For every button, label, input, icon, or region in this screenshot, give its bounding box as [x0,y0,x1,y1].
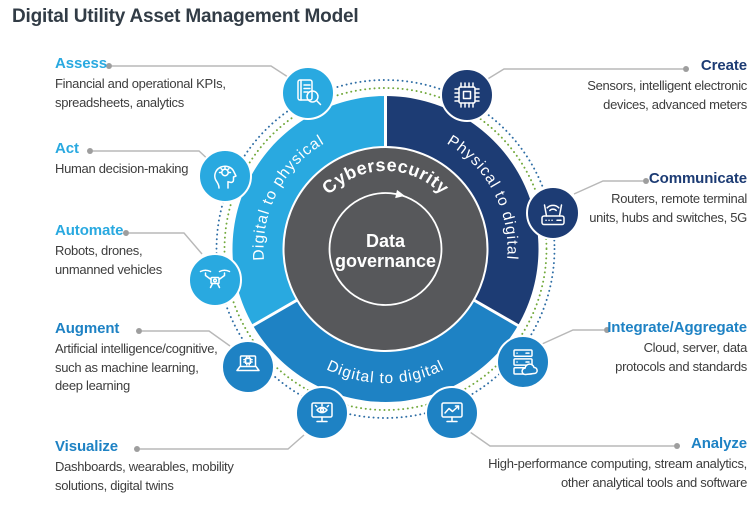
node-heading-augment: Augment [55,320,120,337]
connector-dot-visualize [134,446,140,452]
segment-dividers [250,94,521,328]
node-label-automate: Automate Robots, drones, unmanned vehicl… [55,222,315,279]
node-circle-analyze [425,386,479,440]
node-heading-analyze: Analyze [691,435,747,452]
connector-line-create [485,68,683,81]
monitor-chart-icon [441,402,463,423]
node-desc-line: spreadsheets, analytics [55,94,184,110]
node-desc-line: Cloud, server, data [643,340,748,355]
connector-line-assess [112,65,292,80]
node-desc-line: Robots, drones, [55,243,143,258]
connector-line-automate [129,232,203,255]
node-circle-visualize [295,386,349,440]
connector-dot-create [683,66,689,72]
connector-dot-communicate [643,178,649,184]
node-desc-line: such as machine learning, [55,359,199,375]
node-heading-communicate: Communicate [648,170,747,187]
node-label-analyze: Analyze High-performance computing, stre… [487,435,747,492]
connector-dot-analyze [674,443,680,449]
connector-line-communicate [573,180,643,195]
connector-dot-assess [106,63,112,69]
drone-icon [199,269,231,289]
connector-line-visualize [140,434,305,450]
document-magnifier-icon [297,79,322,106]
data-governance-label-line2: governance [335,251,436,271]
node-circle-act [198,149,252,203]
node-label-assess: Assess Financial and operational KPIs, s… [55,55,315,112]
node-desc-line: Sensors, intelligent electronic [587,78,747,93]
node-label-create: Create Sensors, intelligent electronic d… [487,57,747,114]
connector-dot-automate [123,230,129,236]
node-heading-integrate: Integrate/Aggregate [607,319,747,336]
connector-dot-integrate [604,327,610,333]
monitor-eye-icon [311,402,333,423]
page-title: Digital Utility Asset Management Model [12,6,359,27]
node-label-visualize: Visualize Dashboards, wearables, mobilit… [55,438,315,495]
router-icon [541,204,565,226]
circle-arrowhead-icon [395,189,405,199]
node-desc-line: High-performance computing, stream analy… [488,456,747,471]
node-label-augment: Augment Artificial intelligence/cognitiv… [55,320,315,396]
node-desc-line: Routers, remote terminal [611,191,747,206]
node-desc-line: devices, advanced meters [603,96,747,112]
node-desc-line: unmanned vehicles [55,261,162,277]
connector-line-analyze [469,431,674,447]
node-circle-automate [188,253,242,307]
node-label-integrate: Integrate/Aggregate Cloud, server, data … [487,319,747,376]
node-circle-communicate [526,186,580,240]
node-desc-line: Dashboards, wearables, mobility [55,459,234,474]
node-heading-act: Act [55,140,79,157]
connector-dot-augment [136,328,142,334]
dotted-ring-green [223,87,548,411]
node-label-act: Act Human decision-making [55,140,315,179]
node-desc-line: Human decision-making [55,161,189,176]
data-governance-circle [328,192,443,306]
connector-line-integrate [541,329,604,345]
node-desc-line: deep learning [55,378,130,393]
cybersecurity-ring [282,146,489,352]
node-circle-augment [221,340,275,394]
data-governance-label-line1: Data [366,231,406,251]
node-desc-line: Financial and operational KPIs, [55,76,226,91]
node-desc-line: Artificial intelligence/cognitive, [55,341,218,356]
server-cloud-icon [513,349,538,376]
node-heading-assess: Assess [55,55,107,72]
connector-dot-act [87,148,93,154]
node-circle-integrate [496,335,550,389]
node-heading-create: Create [700,57,747,74]
node-desc-line: solutions, digital twins [55,477,174,493]
connector-lines [87,63,689,452]
node-heading-automate: Automate [55,222,124,239]
node-desc-line: units, hubs and switches, 5G [589,209,747,225]
laptop-chip-icon [236,355,260,372]
node-desc-line: protocols and standards [615,358,747,374]
connector-line-augment [142,330,231,347]
node-circle-assess [281,66,335,120]
node-circle-create [440,68,494,122]
dotted-ring-blue [215,79,556,419]
microchip-icon [454,82,480,108]
head-gear-icon [214,165,237,189]
node-heading-visualize: Visualize [55,438,119,455]
node-label-communicate: Communicate Routers, remote terminal uni… [487,170,747,227]
node-desc-line: other analytical tools and software [560,474,747,490]
